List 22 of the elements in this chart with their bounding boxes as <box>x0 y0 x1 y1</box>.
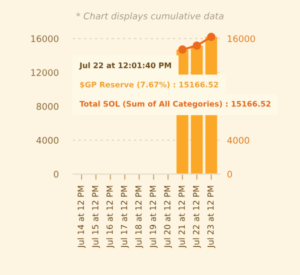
y-tick-label: 8000 <box>36 103 58 110</box>
point <box>178 45 187 54</box>
y2-tick-label: 4000 <box>227 136 250 144</box>
x-tick-label: Jul 22 at 12 PM <box>192 186 201 248</box>
y2-tick-label: 16000 <box>228 35 255 42</box>
x-tick-label: Jul 17 at 12 PM <box>120 186 129 248</box>
x-tick-label: Jul 23 at 12 PM <box>207 186 216 248</box>
y-tick-label: 12000 <box>31 69 58 76</box>
point <box>207 32 216 42</box>
y-tick-label: 0 <box>54 170 58 178</box>
y2-tick-label: 0 <box>227 170 232 178</box>
x-tick-label: Jul 14 at 12 PM <box>78 186 86 248</box>
y-tick-label: 4000 <box>36 136 58 144</box>
x-tick-label: Jul 19 at 12 PM <box>150 186 158 248</box>
chart-subtitle: * Chart displays cumulative data <box>76 12 224 22</box>
x-tick-label: Jul 15 at 12 PM <box>92 186 100 248</box>
x-tick-label: Jul 20 at 12 PM <box>164 186 172 248</box>
y-tick-label: 16000 <box>31 35 58 42</box>
x-tick-label: Jul 18 at 12 PM <box>135 186 144 248</box>
x-tick-label: Jul 21 at 12 PM <box>178 186 186 248</box>
x-tick-label: Jul 16 at 12 PM <box>106 186 114 248</box>
point <box>192 41 202 50</box>
